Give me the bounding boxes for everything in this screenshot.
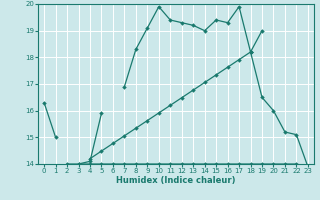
X-axis label: Humidex (Indice chaleur): Humidex (Indice chaleur) <box>116 176 236 185</box>
